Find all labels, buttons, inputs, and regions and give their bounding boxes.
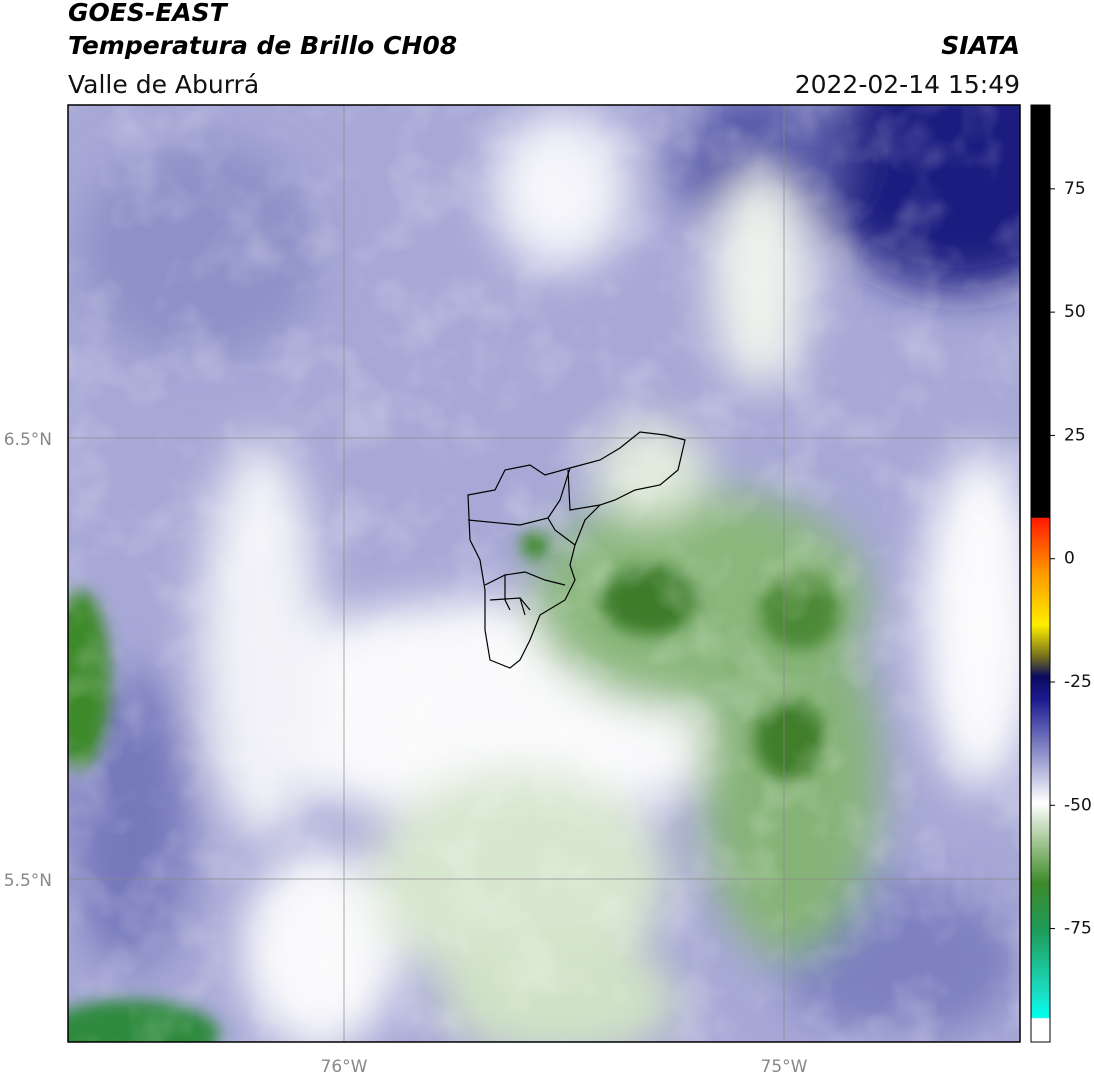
colorbar-tick-label: 75 bbox=[1064, 179, 1086, 199]
colorbar-tick-label: 0 bbox=[1064, 549, 1075, 569]
region: Valle de Aburrá bbox=[68, 70, 259, 99]
subtitle: Temperatura de Brillo CH08 bbox=[68, 31, 457, 60]
colorbar-tick-label: -75 bbox=[1064, 919, 1092, 939]
lon-label: 76°W bbox=[321, 1057, 368, 1077]
source: SIATA bbox=[941, 31, 1020, 60]
lat-label: 5.5°N bbox=[4, 871, 52, 891]
map-frame bbox=[67, 104, 1021, 1043]
title: GOES-EAST bbox=[68, 0, 229, 27]
graticule bbox=[68, 105, 1020, 1042]
satellite-field bbox=[68, 105, 1020, 1042]
datetime: 2022-02-14 15:49 bbox=[795, 70, 1020, 99]
lat-label: 6.5°N bbox=[4, 430, 52, 450]
lon-label: 75°W bbox=[761, 1057, 808, 1077]
colorbar-tick-label: -25 bbox=[1064, 672, 1092, 692]
colorbar-tick-label: -50 bbox=[1064, 795, 1092, 815]
colorbar-gradient bbox=[1030, 104, 1051, 1043]
colorbar-tick-label: 50 bbox=[1064, 302, 1086, 322]
colorbar: 75 50 25 0 -25 -50 -75 bbox=[1030, 104, 1092, 1043]
colorbar-tick-label: 25 bbox=[1064, 425, 1086, 445]
municipal-boundaries bbox=[467, 431, 686, 669]
